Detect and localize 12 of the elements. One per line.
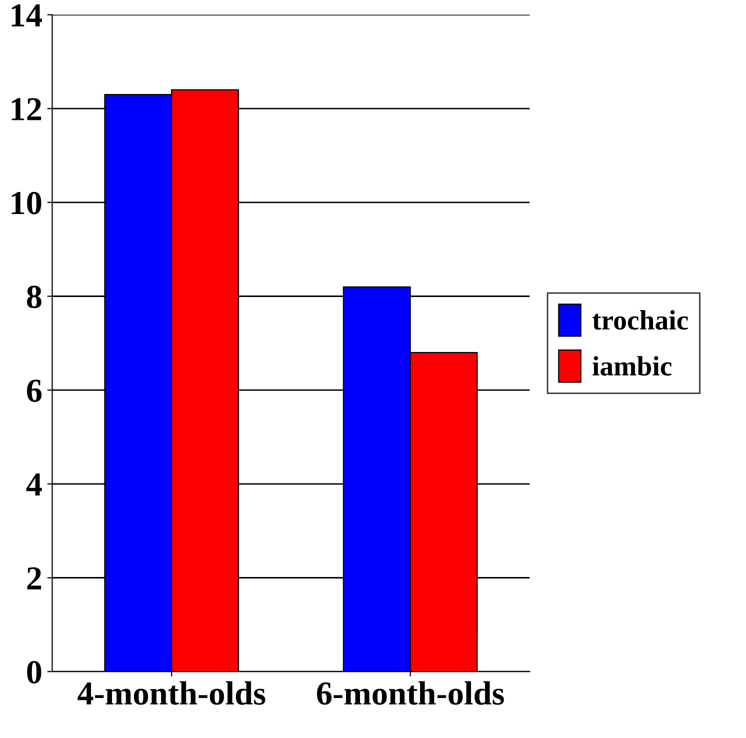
y-tick-label: 2: [27, 567, 42, 590]
x-tick-label: 4-month-olds: [78, 681, 266, 705]
y-tick-label: 12: [12, 98, 42, 120]
y-tick-label: 4: [26, 474, 42, 496]
legend-label: trochaic: [592, 310, 688, 330]
y-tick-label: 10: [12, 192, 42, 214]
x-tick-label: 6-month-olds: [316, 681, 504, 705]
y-tick-label: 6: [26, 380, 42, 402]
legend-label: iambic: [592, 356, 672, 376]
y-tick-label: 0: [27, 660, 42, 684]
y-tick-label: 8: [26, 286, 42, 308]
y-tick-label: 14: [12, 4, 42, 26]
